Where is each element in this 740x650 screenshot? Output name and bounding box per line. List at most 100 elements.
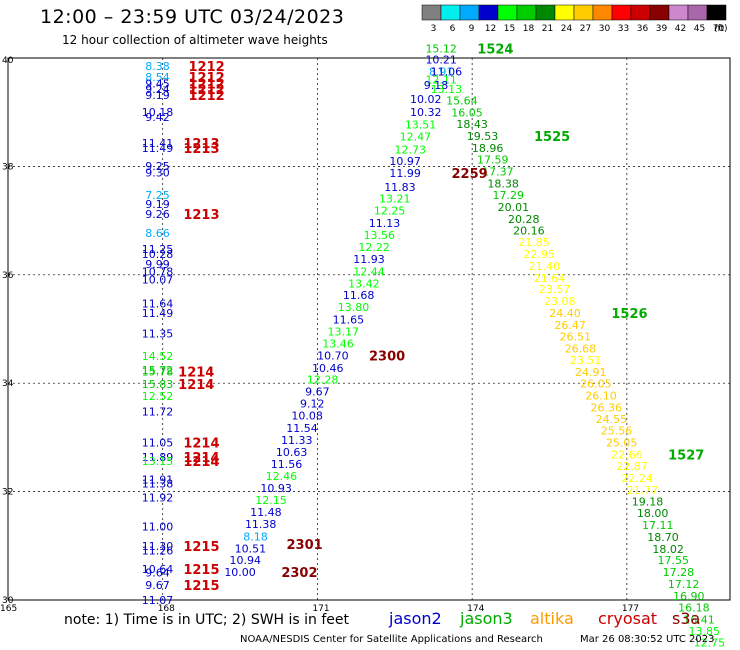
wave-height-label: 12.28 (307, 374, 339, 387)
pass-time-label: 1212 (189, 83, 225, 98)
wave-height-label: 16.18 (678, 601, 710, 614)
wave-height-label: 10.21 (425, 53, 457, 66)
wave-height-label: 21.64 (534, 272, 566, 285)
pass-time-label: 1212 (189, 60, 225, 75)
wave-height-label: 11.92 (142, 491, 174, 504)
wave-height-label: 25.05 (606, 437, 638, 450)
wave-height-label: 23.08 (544, 295, 576, 308)
wave-height-label: 11.06 (431, 65, 463, 78)
colorbar-swatch (421, 4, 442, 21)
colorbar-label: 45 (694, 24, 705, 34)
wave-height-label: 11.41 (142, 137, 174, 150)
wave-height-label: 10.97 (389, 155, 421, 168)
wave-height-label: 19.18 (632, 496, 664, 509)
wave-height-label: 24.40 (549, 307, 581, 320)
wave-height-label: 9.25 (145, 160, 170, 173)
plot-frame (7, 57, 731, 601)
wave-height-label: 11.83 (384, 181, 416, 194)
wave-height-label: 11.05 (142, 437, 174, 450)
wave-height-label: 11.00 (142, 521, 174, 534)
wave-height-label: 10.46 (312, 362, 344, 375)
wave-height-label: 15.12 (425, 43, 457, 56)
footer-note: note: 1) Time is in UTC; 2) SWH is in fe… (64, 612, 350, 628)
wave-height-label: 13.21 (379, 193, 411, 206)
wave-height-label: 16.41 (683, 613, 715, 626)
colorbar-swatch (706, 4, 727, 21)
y-tick-label: 40 (2, 56, 14, 66)
wave-height-label: 18.96 (472, 142, 504, 155)
pass-time-label: 1215 (183, 540, 219, 555)
x-tick-label: 165 (0, 604, 17, 614)
wave-height-label: 12.22 (358, 241, 390, 254)
colorbar-swatch (535, 4, 556, 21)
wave-height-label: 8.38 (145, 60, 170, 73)
wave-height-label: 17.29 (492, 189, 524, 202)
wave-height-label: 13.80 (338, 301, 370, 314)
wave-height-label: 24.91 (575, 366, 607, 379)
wave-height-label: 18.43 (456, 118, 488, 131)
wave-height-label: 22.95 (523, 248, 555, 261)
wave-height-label: 22.24 (621, 472, 653, 485)
wave-height-label: 26.47 (554, 319, 586, 332)
pass-time-label: 1212 (189, 89, 225, 104)
wave-height-label: 11.56 (271, 458, 303, 471)
wave-height-label: 10.28 (142, 248, 174, 261)
colorbar-swatch (573, 4, 594, 21)
wave-height-label: 10.07 (142, 273, 174, 286)
y-tick-label: 36 (2, 271, 14, 281)
wave-height-label: 9.99 (145, 258, 170, 271)
pass-time-label: 1527 (668, 449, 704, 464)
pass-time-label: 1214 (183, 455, 219, 470)
wave-height-label: 16.05 (451, 107, 483, 120)
legend-s3a: s3a (672, 609, 701, 628)
wave-height-label: 12.44 (353, 265, 385, 278)
wave-height-label: 26.36 (590, 401, 622, 414)
pass-time-label: 1526 (611, 307, 647, 322)
wave-height-label: 10.00 (224, 566, 256, 579)
colorbar-label: 18 (523, 24, 535, 34)
legend-cryosat: cryosat (598, 609, 658, 628)
colorbar-swatch (516, 4, 537, 21)
wave-height-label: 26.10 (585, 389, 617, 402)
wave-height-label: 9.30 (145, 167, 170, 180)
pass-time-label: 1212 (189, 77, 225, 92)
wave-height-label: 8.54 (145, 71, 170, 84)
wave-height-label: 21.85 (518, 236, 550, 249)
colorbar-swatch (554, 4, 575, 21)
wave-height-label: 10.32 (410, 106, 442, 119)
wave-height-label: 12.11 (425, 73, 457, 86)
wave-height-label: 11.30 (142, 540, 174, 553)
pass-time-label: 1524 (477, 43, 513, 58)
wave-height-label: 12.46 (266, 470, 298, 483)
wave-height-label: 15.83 (142, 378, 174, 391)
colorbar-swatch (649, 4, 670, 21)
wave-height-label: 12.75 (694, 637, 726, 650)
wave-height-label: 17.28 (663, 566, 695, 579)
wave-height-label: 12.47 (400, 130, 432, 143)
colorbar-swatch (459, 4, 480, 21)
wave-height-label: 19.53 (467, 130, 499, 143)
colorbar-swatch (478, 4, 499, 21)
pass-time-label: 1214 (178, 366, 214, 381)
wave-height-label: 22.66 (611, 449, 643, 462)
wave-height-label: 9.67 (145, 579, 170, 592)
wave-height-label: 11.49 (142, 142, 174, 155)
wave-height-label: 8.18 (243, 530, 268, 543)
colorbar-label: 24 (561, 24, 573, 34)
wave-height-label: 13.15 (142, 455, 174, 468)
wave-height-label: 9.24 (145, 83, 170, 96)
y-tick-label: 30 (2, 596, 14, 606)
wave-height-label: 14.52 (142, 350, 174, 363)
page-title: 12:00 – 23:59 UTC 03/24/2023 (40, 6, 345, 28)
colorbar-label: 30 (599, 24, 611, 34)
wave-height-label: 11.68 (343, 289, 375, 302)
colorbar-unit: (ft) (714, 24, 728, 34)
colorbar-label: 33 (618, 24, 629, 34)
colorbar-swatch (440, 4, 461, 21)
colorbar-label: 39 (656, 24, 668, 34)
wave-height-label: 11.99 (389, 167, 421, 180)
wave-height-label: 21.77 (627, 484, 659, 497)
colorbar-label: 21 (542, 24, 553, 34)
